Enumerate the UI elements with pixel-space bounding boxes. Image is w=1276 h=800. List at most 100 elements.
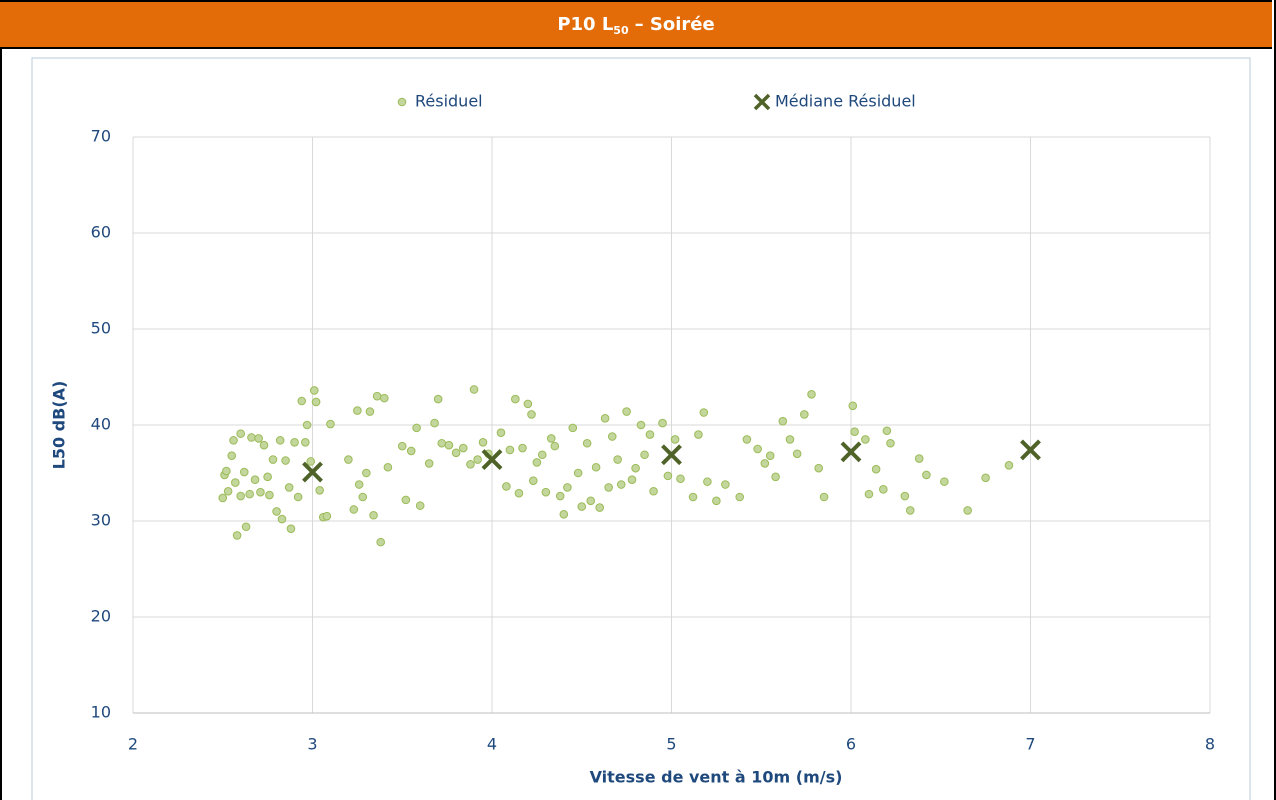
point — [502, 482, 511, 491]
point — [886, 438, 895, 448]
point — [670, 435, 680, 444]
point — [563, 483, 572, 492]
point — [469, 385, 479, 394]
point — [231, 478, 240, 487]
point — [301, 437, 310, 447]
point — [645, 430, 655, 439]
point — [864, 489, 874, 499]
point — [437, 438, 447, 448]
point — [358, 492, 368, 502]
point — [800, 410, 809, 419]
point — [306, 457, 316, 466]
point — [229, 436, 238, 445]
point — [559, 509, 569, 519]
point — [616, 480, 626, 489]
y-tick-label: 10 — [91, 703, 111, 722]
point — [528, 476, 538, 485]
point — [250, 475, 260, 485]
point — [631, 463, 640, 473]
point — [344, 455, 353, 464]
point — [604, 483, 613, 492]
point — [778, 416, 788, 426]
x-tick-label: 7 — [1025, 735, 1035, 754]
point — [550, 441, 560, 451]
point — [760, 459, 770, 468]
x-tick-label: 4 — [487, 735, 497, 754]
point — [326, 419, 335, 429]
point — [694, 430, 703, 439]
point — [369, 510, 378, 520]
point — [765, 451, 775, 461]
point — [546, 434, 556, 443]
point — [688, 492, 698, 502]
point — [236, 491, 245, 501]
point — [742, 435, 752, 444]
legend-label: Médiane Résiduel — [775, 92, 916, 111]
point — [721, 480, 730, 489]
point — [232, 531, 242, 540]
point — [451, 448, 461, 458]
point — [703, 477, 712, 486]
point — [879, 485, 888, 494]
point — [254, 434, 263, 443]
point — [380, 393, 389, 403]
point — [555, 491, 565, 501]
point — [850, 427, 859, 437]
point — [518, 443, 527, 453]
point — [222, 466, 231, 476]
median-marker — [481, 449, 503, 470]
point — [268, 455, 278, 464]
point — [905, 506, 915, 515]
point — [444, 440, 454, 450]
point — [239, 467, 249, 477]
point — [322, 511, 332, 521]
point — [532, 458, 542, 467]
point — [607, 432, 617, 441]
point — [290, 437, 299, 447]
x-tick-label: 3 — [307, 735, 317, 754]
point — [284, 483, 294, 492]
point — [286, 524, 296, 533]
point — [372, 391, 382, 401]
point — [573, 468, 583, 478]
legend-label: Résiduel — [415, 92, 483, 111]
point — [376, 537, 386, 547]
point — [458, 443, 468, 453]
point — [415, 501, 425, 510]
point — [613, 455, 622, 464]
point — [362, 468, 371, 478]
header: P10 L50 – Soirée — [0, 0, 1272, 49]
point — [582, 438, 592, 448]
point — [814, 463, 823, 473]
point — [511, 394, 520, 404]
y-tick-label: 70 — [91, 127, 111, 146]
point — [523, 399, 533, 409]
point — [241, 522, 251, 532]
point — [218, 493, 228, 503]
point — [349, 505, 359, 514]
point — [699, 408, 709, 417]
point — [591, 462, 601, 472]
point — [861, 435, 870, 444]
point — [297, 396, 307, 406]
point — [424, 459, 434, 468]
point — [527, 410, 536, 419]
x-tick-label: 5 — [666, 735, 676, 754]
y-axis-label: L50 dB(A) — [50, 381, 69, 470]
point — [595, 503, 605, 512]
point — [466, 460, 475, 469]
point — [412, 423, 421, 433]
y-tick-label: 60 — [91, 223, 111, 242]
point — [586, 496, 596, 506]
point — [819, 492, 829, 502]
point — [514, 488, 524, 498]
title: P10 L — [557, 14, 614, 35]
point — [433, 394, 443, 404]
point — [247, 433, 256, 442]
title-rest: – Soirée — [634, 14, 715, 35]
point — [256, 487, 265, 497]
point — [311, 397, 321, 407]
point — [676, 474, 685, 484]
point — [383, 462, 393, 472]
